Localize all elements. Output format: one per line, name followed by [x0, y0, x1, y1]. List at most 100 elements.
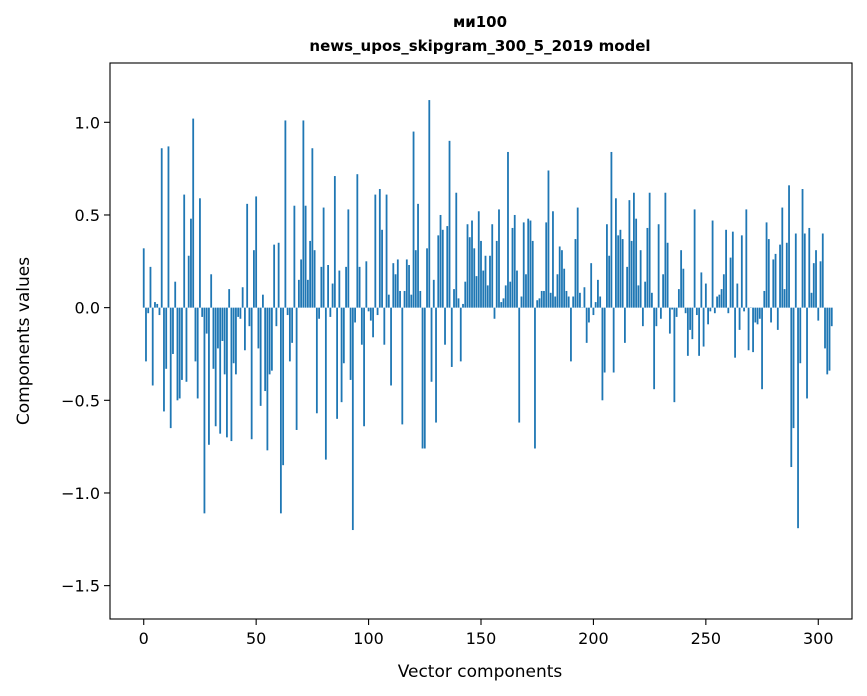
bar-85	[333, 176, 336, 308]
bar-217	[630, 240, 633, 308]
bar-242	[686, 307, 689, 356]
bar-86	[336, 307, 338, 419]
bar-165	[513, 214, 516, 308]
bar-57	[270, 307, 273, 371]
bar-229	[657, 224, 660, 308]
bar-216	[628, 200, 631, 308]
bar-281	[774, 253, 777, 308]
bar-114	[399, 290, 401, 308]
bar-58	[273, 244, 276, 308]
bar-203	[599, 296, 602, 308]
bar-77	[315, 307, 318, 414]
bar-212	[619, 229, 622, 308]
bar-48	[250, 307, 253, 440]
bar-126	[426, 248, 428, 308]
bar-97	[360, 307, 363, 345]
bar-93	[351, 307, 354, 531]
bar-167	[518, 307, 521, 423]
bar-117	[405, 259, 408, 308]
bar-1	[145, 307, 147, 362]
bar-181	[549, 292, 552, 308]
bar-75	[311, 148, 314, 308]
bar-274	[758, 307, 761, 319]
bar-149	[477, 211, 480, 308]
bar-19	[185, 307, 188, 382]
bar-109	[387, 294, 390, 308]
bar-306	[830, 307, 833, 327]
bar-95	[356, 174, 359, 308]
bar-257	[720, 289, 723, 308]
bar-52	[259, 307, 262, 406]
bar-62	[282, 307, 285, 466]
bar-79	[320, 266, 323, 308]
bar-192	[574, 239, 577, 308]
chart-title-line2: news_upos_skipgram_300_5_2019 model	[309, 37, 650, 55]
y-tick-label: 0.5	[75, 206, 100, 225]
bar-277	[765, 222, 768, 308]
bar-7	[158, 307, 161, 316]
bar-151	[482, 270, 485, 308]
bar-204	[601, 307, 604, 401]
bar-116	[403, 290, 406, 308]
bar-271	[752, 307, 754, 353]
bar-140	[457, 298, 460, 308]
bar-141	[459, 307, 462, 362]
bar-288	[790, 307, 793, 468]
bar-138	[453, 289, 455, 308]
bar-100	[367, 307, 370, 312]
bar-54	[264, 307, 267, 392]
bar-157	[495, 240, 498, 308]
bar-251	[707, 307, 709, 325]
bar-18	[183, 194, 186, 308]
bar-283	[779, 244, 781, 308]
bar-135	[446, 226, 449, 308]
bar-205	[603, 307, 606, 373]
bar-67	[293, 205, 296, 308]
bars-group	[142, 100, 833, 531]
bar-298	[812, 263, 815, 308]
bar-107	[383, 307, 386, 345]
bar-120	[412, 131, 415, 308]
bar-210	[615, 198, 617, 308]
bar-89	[342, 307, 345, 364]
x-tick-label: 0	[139, 629, 149, 648]
bar-106	[381, 229, 383, 308]
bar-247	[698, 307, 700, 356]
bar-243	[689, 307, 692, 330]
bar-132	[439, 214, 442, 308]
bar-300	[817, 307, 820, 321]
bar-207	[608, 255, 611, 308]
bar-103	[374, 194, 377, 308]
bar-267	[743, 307, 745, 312]
bar-299	[815, 250, 817, 308]
bar-295	[806, 307, 808, 399]
bar-53	[262, 294, 264, 308]
bar-49	[253, 250, 255, 308]
bar-36	[223, 307, 226, 375]
bar-134	[444, 307, 446, 345]
bar-191	[572, 296, 575, 308]
bar-111	[392, 263, 395, 308]
bar-119	[410, 294, 413, 308]
bar-34	[219, 307, 222, 434]
bar-184	[556, 274, 559, 308]
bar-51	[257, 307, 260, 349]
bar-80	[322, 207, 325, 308]
bar-63	[284, 120, 287, 308]
bar-118	[408, 265, 410, 308]
bar-137	[450, 307, 453, 367]
bar-190	[570, 307, 572, 362]
bar-240	[682, 268, 685, 308]
bar-158	[498, 209, 500, 308]
bar-25	[199, 198, 201, 308]
bar-24	[196, 307, 199, 399]
bar-238	[677, 289, 680, 308]
bar-61	[279, 307, 282, 514]
bar-245	[693, 209, 696, 308]
bar-239	[680, 250, 683, 308]
bar-105	[378, 189, 381, 308]
bar-304	[826, 307, 829, 375]
bar-78	[318, 307, 321, 319]
bar-50	[255, 196, 258, 308]
